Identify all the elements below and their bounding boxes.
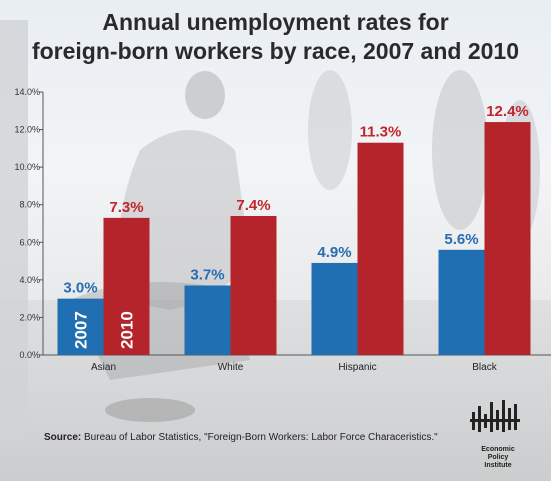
- bar-2010-white: [230, 215, 277, 355]
- chart-title: Annual unemployment rates for foreign-bo…: [0, 8, 551, 66]
- bar-2010-hispanic: [357, 142, 404, 355]
- data-label-2010-asian: 7.3%: [109, 199, 143, 216]
- data-label-2007-asian: 3.0%: [63, 280, 97, 297]
- x-tick-label: Asian: [91, 362, 116, 373]
- logo-text-line-1: Economic: [481, 446, 515, 453]
- legend-label-2007: 2007: [72, 311, 91, 349]
- data-label-2007-hispanic: 4.9%: [317, 244, 351, 261]
- data-label-2007-white: 3.7%: [190, 266, 224, 283]
- bar-2007-white: [184, 285, 231, 355]
- x-tick-label: Hispanic: [338, 362, 376, 373]
- logo-text-line-3: Institute: [484, 462, 512, 469]
- x-tick-label: White: [218, 362, 244, 373]
- data-label-2010-hispanic: 11.3%: [360, 124, 402, 141]
- title-line-1: Annual unemployment rates for: [102, 9, 449, 35]
- bar-2007-asian: [57, 298, 104, 355]
- y-tick-label: 2.0%: [19, 312, 40, 322]
- bar-2010-black: [484, 122, 531, 355]
- source-note: Source: Bureau of Labor Statistics, "For…: [44, 432, 438, 443]
- bar-2007-hispanic: [311, 262, 358, 355]
- y-tick-label: 0.0%: [19, 350, 40, 360]
- y-tick-label: 8.0%: [19, 200, 40, 210]
- source-text: Bureau of Labor Statistics, "Foreign-Bor…: [81, 432, 438, 443]
- x-tick-label: Black: [472, 362, 497, 373]
- data-label-2010-white: 7.4%: [236, 197, 270, 214]
- logo-text-line-2: Policy: [487, 454, 509, 461]
- title-line-2: foreign-born workers by race, 2007 and 2…: [31, 38, 520, 64]
- source-label: Source:: [44, 432, 82, 443]
- y-tick-label: 12.0%: [14, 125, 40, 135]
- bar-2010-asian: [103, 217, 150, 355]
- data-label-2007-black: 5.6%: [444, 231, 478, 248]
- legend-label-2010: 2010: [118, 311, 137, 349]
- bar-2007-black: [438, 249, 485, 355]
- y-tick-label: 6.0%: [19, 237, 40, 247]
- y-tick-label: 14.0%: [14, 87, 40, 97]
- logo-text: Economic Policy Institute: [474, 446, 522, 470]
- epi-logo-icon: [470, 400, 520, 432]
- data-label-2010-black: 12.4%: [486, 103, 529, 120]
- y-tick-label: 10.0%: [14, 162, 40, 172]
- y-tick-label: 4.0%: [19, 275, 40, 285]
